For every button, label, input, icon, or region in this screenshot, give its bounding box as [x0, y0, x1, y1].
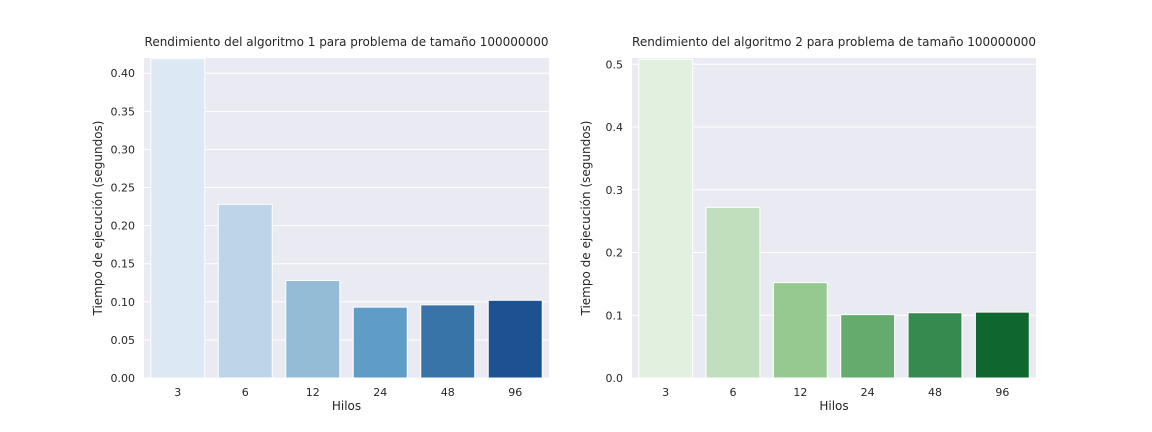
y-tick-label: 0.05	[111, 334, 136, 347]
x-tick-label: 48	[441, 386, 455, 399]
y-tick-label: 0.10	[111, 296, 136, 309]
y-axis-label: Tiempo de ejecución (segundos)	[91, 121, 105, 317]
chart-algoritmo-2: 0.0 0.1 0.2 0.3 0.4 0.5 3 6 12 24 48 96 Rendimiento …	[579, 35, 1036, 413]
bar-3	[638, 58, 694, 379]
bar-12	[772, 282, 828, 379]
y-tick-label: 0.0	[606, 372, 624, 385]
x-tick-label: 12	[793, 386, 807, 399]
axes-background	[632, 58, 1036, 378]
bar-6	[705, 206, 761, 379]
x-tick-label: 24	[861, 386, 875, 399]
x-tick-label: 3	[174, 386, 181, 399]
bar-3	[150, 58, 206, 379]
x-tick-label: 6	[242, 386, 249, 399]
y-tick-label: 0.15	[111, 258, 136, 271]
x-tick-label: 3	[662, 386, 669, 399]
bar-96	[487, 299, 543, 379]
y-tick-label: 0.20	[111, 220, 136, 233]
y-tick-label: 0.25	[111, 182, 136, 195]
y-tick-label: 0.1	[606, 309, 624, 322]
bar-96	[974, 311, 1030, 379]
y-tick-label: 0.5	[606, 58, 624, 71]
x-tick-label: 96	[508, 386, 522, 399]
x-axis-label: Hilos	[819, 399, 848, 413]
y-tick-label: 0.3	[606, 184, 624, 197]
y-tick-label: 0.40	[111, 67, 136, 80]
y-tick-label: 0.30	[111, 143, 136, 156]
y-tick-label: 0.4	[606, 121, 624, 134]
bar-12	[285, 279, 341, 379]
y-tick-label: 0.35	[111, 105, 136, 118]
x-tick-label: 24	[373, 386, 387, 399]
y-tick-label: 0.2	[606, 247, 624, 260]
bar-48	[907, 312, 963, 379]
bar-24	[840, 314, 896, 379]
chart-title: Rendimiento del algoritmo 1 para problem…	[145, 35, 549, 49]
bar-6	[217, 203, 273, 379]
x-axis-label: Hilos	[332, 399, 361, 413]
bar-48	[420, 304, 476, 379]
x-tick-label: 6	[730, 386, 737, 399]
y-tick-label: 0.00	[111, 372, 136, 385]
chart-algoritmo-1: 0.00 0.05 0.10 0.15 0.20 0.25 0.30 0.35 0.40 3 6 12…	[91, 35, 549, 413]
chart-title: Rendimiento del algoritmo 2 para problem…	[632, 35, 1036, 49]
y-axis-label: Tiempo de ejecución (segundos)	[579, 121, 593, 317]
x-tick-label: 96	[995, 386, 1009, 399]
bar-24	[352, 306, 408, 379]
x-tick-label: 12	[306, 386, 320, 399]
x-tick-label: 48	[928, 386, 942, 399]
